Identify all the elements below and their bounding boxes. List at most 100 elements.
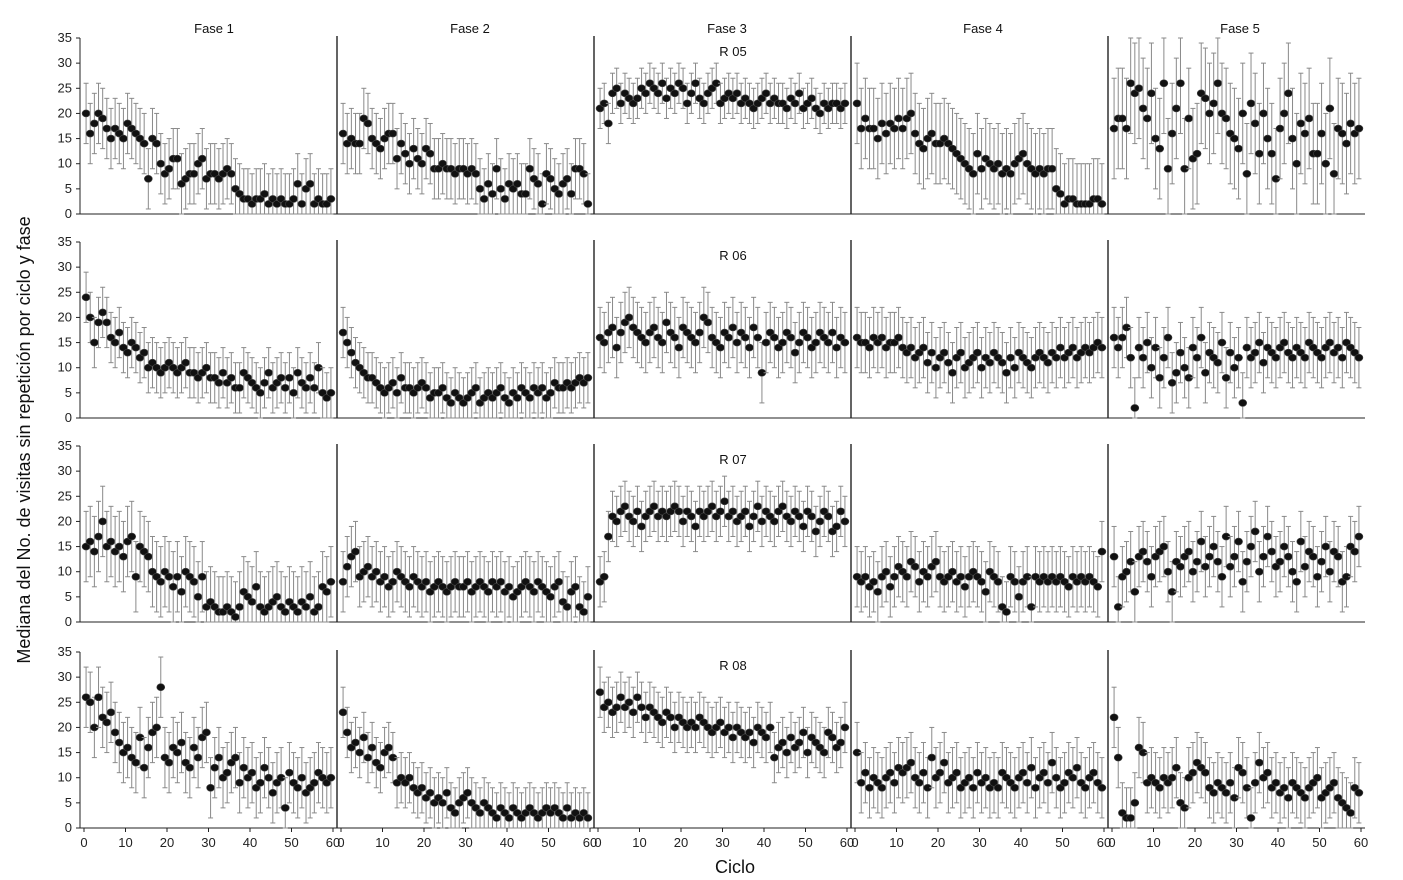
data-point (1230, 552, 1239, 561)
x-tick-label: 60 (1097, 835, 1111, 850)
data-point (94, 693, 103, 702)
x-tick-label: 60 (583, 835, 597, 850)
data-point (1051, 353, 1061, 362)
data-point (463, 788, 472, 797)
data-point (583, 373, 593, 382)
data-point (824, 338, 833, 347)
x-tick-label: 20 (674, 835, 688, 850)
y-tick-label: 20 (58, 513, 72, 528)
data-point (405, 582, 414, 591)
data-point (649, 323, 659, 332)
data-point (919, 768, 928, 777)
data-point (815, 109, 825, 118)
data-point (1242, 169, 1252, 178)
data-point (1134, 84, 1144, 93)
data-point (1097, 343, 1107, 352)
data-point (902, 572, 912, 581)
data-point (409, 144, 418, 153)
data-point (881, 567, 891, 576)
data-point (562, 175, 572, 183)
data-point (687, 512, 696, 521)
data-point (1126, 814, 1135, 822)
data-point (504, 399, 514, 407)
data-point (1163, 567, 1173, 576)
data-point (923, 358, 932, 367)
data-point (1333, 343, 1343, 352)
data-point (583, 200, 593, 208)
data-point (1192, 353, 1202, 362)
data-point (131, 572, 141, 581)
data-point (314, 603, 323, 611)
data-point (977, 164, 986, 173)
phase-label: Fase 4 (963, 21, 1003, 36)
data-point (1155, 144, 1165, 153)
data-point (624, 698, 634, 707)
data-point (173, 154, 182, 163)
data-point (1354, 353, 1364, 362)
x-axis-title: Ciclo (715, 857, 755, 877)
data-point (1163, 164, 1173, 173)
data-point (993, 577, 1003, 586)
data-point (919, 144, 928, 153)
data-point (1234, 537, 1243, 546)
data-point (960, 582, 970, 591)
data-point (425, 149, 435, 158)
data-point (164, 572, 174, 581)
y-tick-label: 0 (65, 410, 72, 425)
data-point (1196, 537, 1206, 546)
data-point (620, 502, 630, 511)
data-point (612, 343, 621, 352)
data-point (268, 788, 278, 797)
data-point (173, 572, 182, 581)
data-point (1225, 348, 1235, 357)
data-point (695, 328, 704, 337)
data-point (156, 683, 166, 692)
data-point (666, 713, 675, 722)
data-point (1130, 799, 1140, 807)
data-point (778, 338, 787, 347)
data-point (1300, 353, 1310, 362)
data-point (463, 577, 472, 586)
data-point (189, 577, 199, 586)
data-point (1279, 542, 1289, 551)
data-point (1122, 124, 1131, 133)
data-point (1213, 358, 1223, 367)
data-point (885, 768, 895, 777)
data-point (1159, 79, 1169, 88)
data-point (554, 577, 564, 586)
data-point (628, 708, 638, 717)
data-point (1172, 104, 1181, 113)
y-tick-label: 25 (58, 284, 72, 299)
data-point (396, 373, 406, 382)
data-point (396, 139, 406, 148)
data-point (1234, 144, 1243, 153)
data-point (939, 348, 949, 357)
data-point (964, 773, 974, 782)
data-point (944, 358, 953, 367)
data-point (1292, 159, 1301, 168)
data-point (1014, 593, 1024, 601)
data-point (1338, 353, 1347, 362)
data-point (359, 733, 369, 742)
data-point (956, 572, 966, 581)
data-point (450, 809, 460, 817)
data-point (923, 572, 932, 581)
data-point (1172, 763, 1181, 772)
data-point (90, 547, 99, 556)
x-tick-label: 10 (375, 835, 389, 850)
x-tick-label: 10 (1146, 835, 1160, 850)
data-point (1300, 562, 1310, 571)
data-point (484, 180, 493, 188)
data-point (289, 195, 298, 203)
data-point (1018, 149, 1028, 158)
data-point (168, 582, 178, 591)
data-point (285, 768, 294, 777)
data-point (401, 149, 410, 158)
data-point (355, 748, 364, 757)
data-point (1238, 399, 1248, 407)
data-point (678, 517, 688, 526)
data-point (1163, 333, 1173, 342)
data-point (770, 333, 779, 342)
data-point (276, 373, 286, 382)
data-point (1325, 104, 1335, 113)
